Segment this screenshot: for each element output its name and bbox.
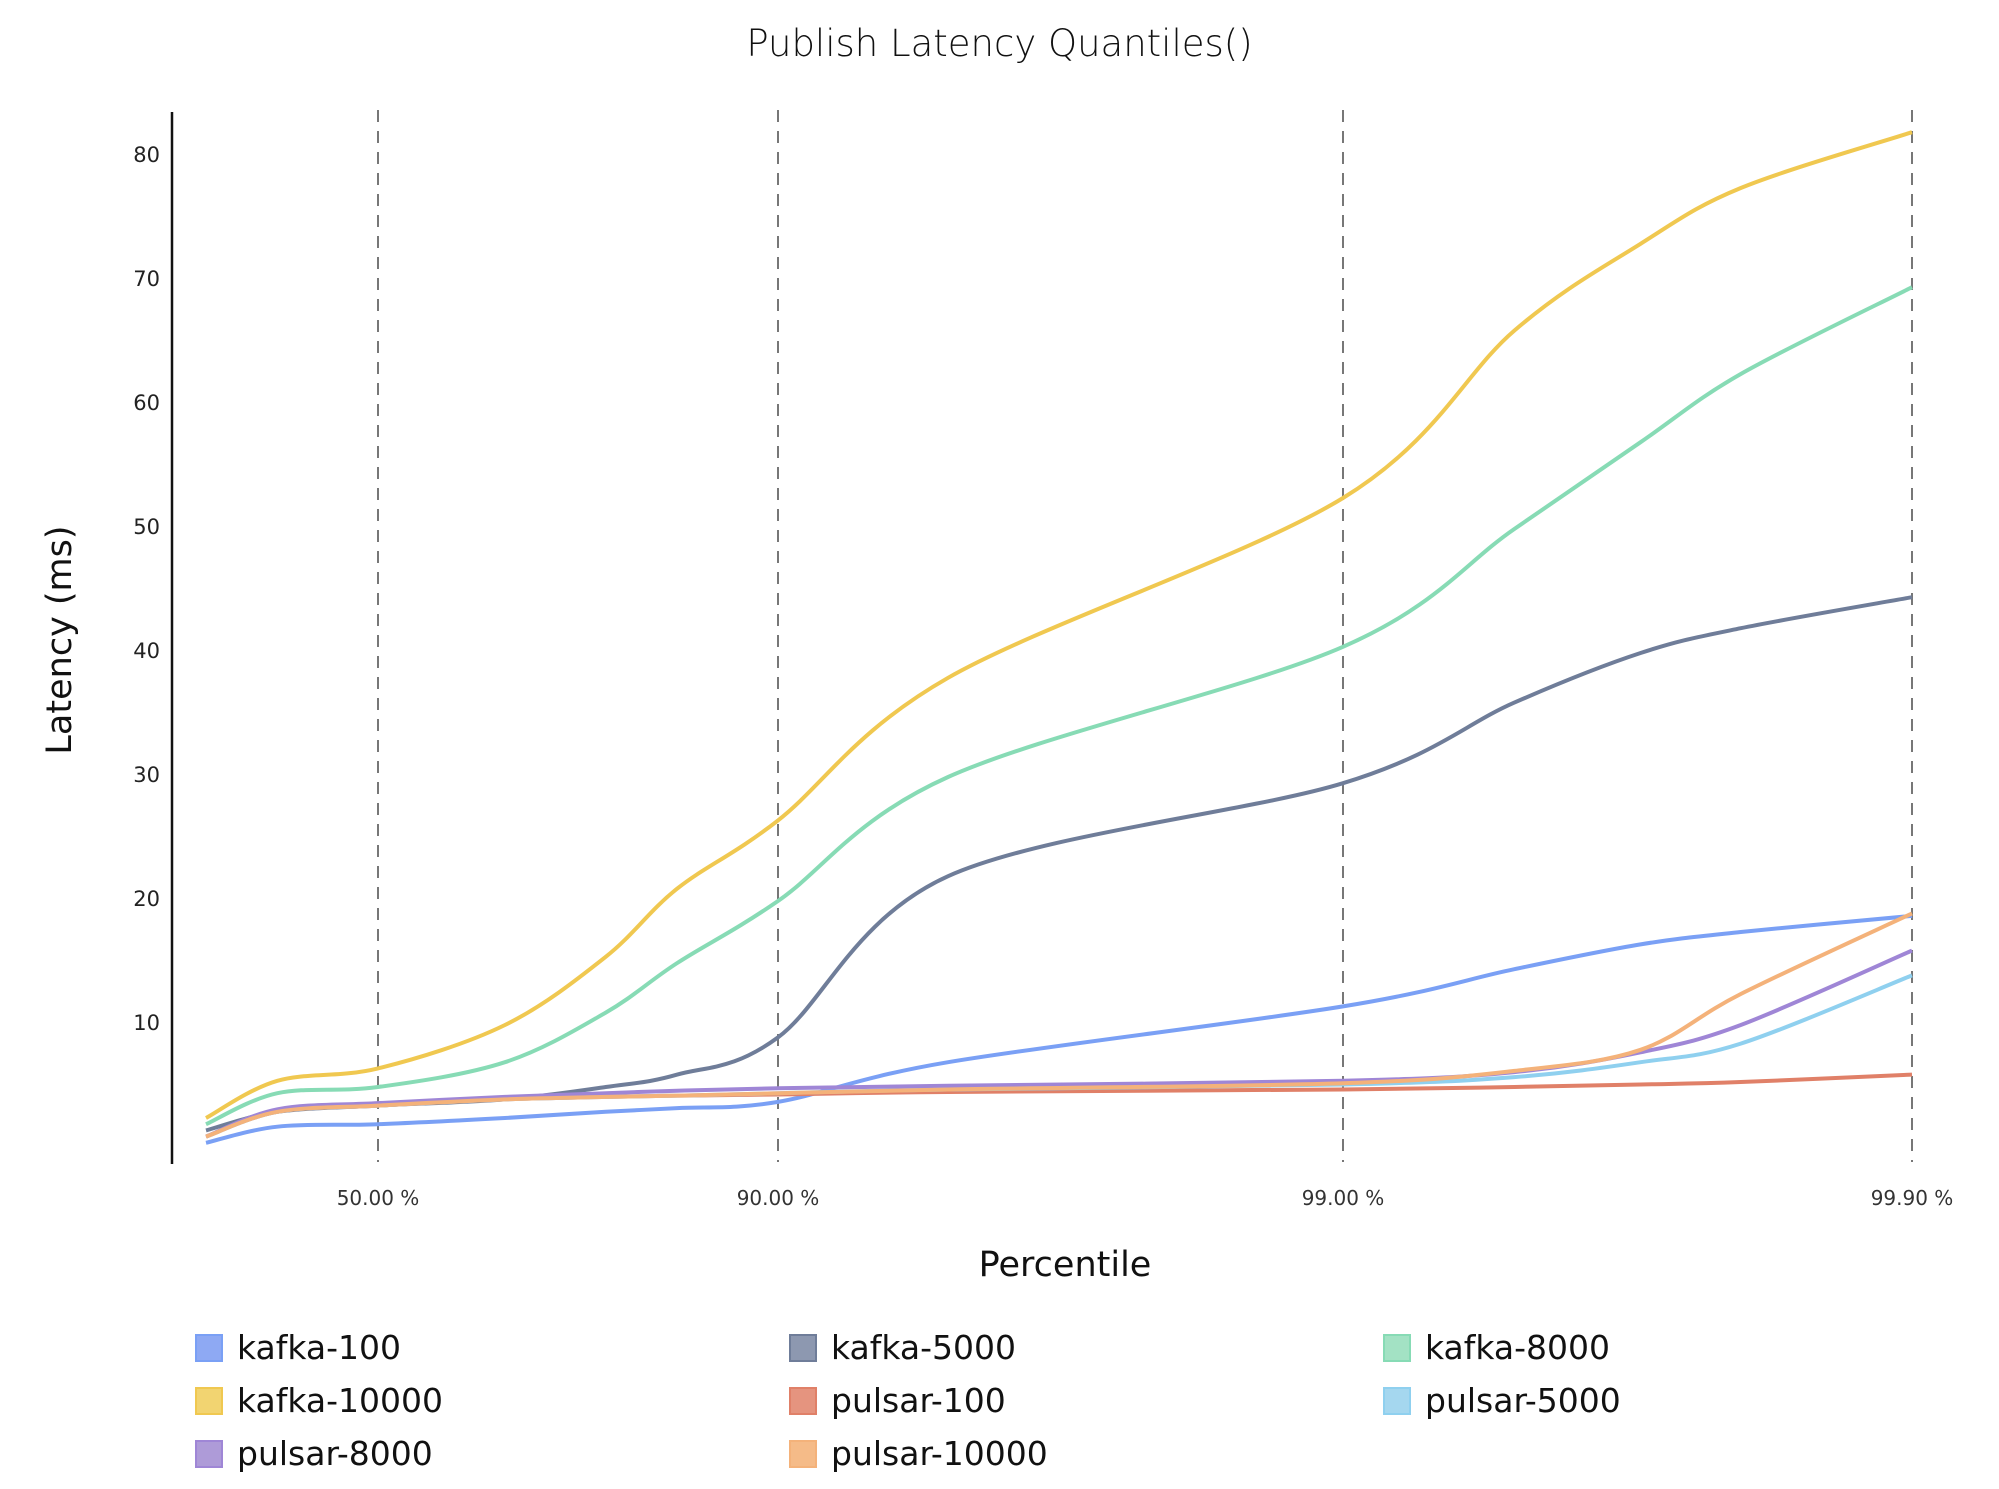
y-tick-label: 10 xyxy=(133,1011,160,1035)
legend-label: kafka-10000 xyxy=(237,1381,444,1420)
legend-label: pulsar-8000 xyxy=(237,1434,433,1473)
legend-swatch xyxy=(789,1386,817,1415)
legend-label: pulsar-100 xyxy=(831,1381,1006,1420)
series-line-pulsar-5000 xyxy=(205,973,1913,1139)
series-line-kafka-8000 xyxy=(205,285,1913,1127)
x-axis-label: Percentile xyxy=(978,1245,1152,1285)
legend-item-kafka-8000[interactable]: kafka-8000 xyxy=(1383,1328,1610,1367)
legend-label: kafka-8000 xyxy=(1425,1328,1611,1367)
legend-item-kafka-10000[interactable]: kafka-10000 xyxy=(195,1381,443,1420)
series-line-kafka-100 xyxy=(205,913,1913,1145)
legend-item-pulsar-10000[interactable]: pulsar-10000 xyxy=(789,1434,1048,1473)
legend-item-pulsar-8000[interactable]: pulsar-8000 xyxy=(195,1434,433,1473)
x-tick-label: 90.00 % xyxy=(736,1186,820,1210)
x-tick-label: 99.90 % xyxy=(1870,1186,1954,1210)
legend-swatch xyxy=(195,1333,223,1362)
legend-swatch xyxy=(195,1386,223,1415)
y-tick-label: 20 xyxy=(133,887,160,911)
x-tick-label: 99.00 % xyxy=(1301,1186,1385,1210)
y-tick-label: 50 xyxy=(133,515,160,539)
legend-label: kafka-100 xyxy=(237,1328,402,1367)
legend-label: kafka-5000 xyxy=(831,1328,1017,1367)
legend-swatch xyxy=(1383,1386,1411,1415)
legend-swatch xyxy=(1383,1333,1411,1362)
y-tick-label: 40 xyxy=(133,639,160,663)
legend-swatch xyxy=(789,1333,817,1362)
series-lines xyxy=(205,130,1913,1145)
legend-label: pulsar-10000 xyxy=(831,1434,1048,1473)
legend-item-kafka-100[interactable]: kafka-100 xyxy=(195,1328,401,1367)
y-tick-label: 80 xyxy=(133,143,160,167)
legend-label: pulsar-5000 xyxy=(1425,1381,1621,1420)
y-axis-label: Latency (ms) xyxy=(40,525,80,755)
legend-swatch xyxy=(195,1439,223,1468)
legend-item-pulsar-5000[interactable]: pulsar-5000 xyxy=(1383,1381,1621,1420)
y-tick-label: 70 xyxy=(133,267,160,291)
legend-item-kafka-5000[interactable]: kafka-5000 xyxy=(789,1328,1016,1367)
y-tick-label: 60 xyxy=(133,391,160,415)
chart-title: Publish Latency Quantiles() xyxy=(746,22,1253,65)
legend-item-pulsar-100[interactable]: pulsar-100 xyxy=(789,1381,1006,1420)
series-line-pulsar-8000 xyxy=(205,948,1913,1139)
legend-swatch xyxy=(789,1439,817,1468)
vertical-gridlines xyxy=(377,110,1913,1162)
series-line-kafka-10000 xyxy=(205,130,1913,1120)
series-line-pulsar-10000 xyxy=(205,911,1913,1139)
y-tick-label: 30 xyxy=(133,763,160,787)
x-tick-label: 50.00 % xyxy=(336,1186,420,1210)
